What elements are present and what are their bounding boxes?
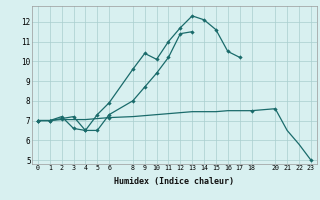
X-axis label: Humidex (Indice chaleur): Humidex (Indice chaleur) [115,177,234,186]
